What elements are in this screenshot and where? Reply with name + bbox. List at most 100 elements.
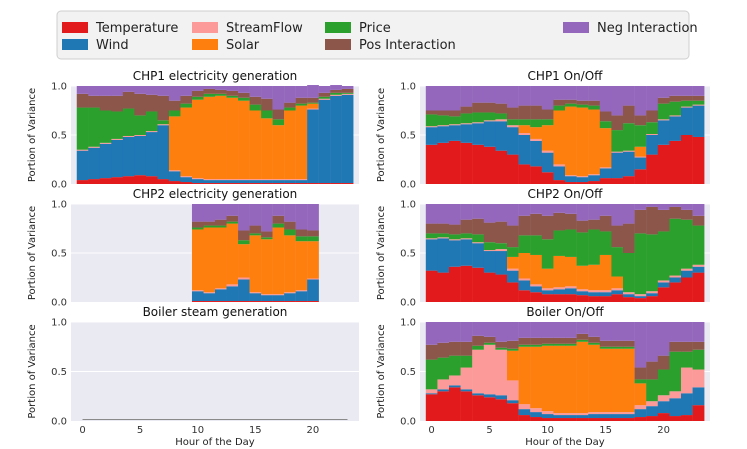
bar-segment-streamflow	[518, 133, 531, 135]
y-axis-label: Portion of Variance	[27, 324, 38, 418]
bar-segment-pos_interaction	[541, 215, 554, 240]
bar-segment-streamflow	[657, 395, 670, 402]
bar-segment-pos_interaction	[611, 340, 624, 347]
bar-segment-pos_interaction	[437, 110, 450, 116]
bar-segment-pos_interaction	[449, 110, 461, 117]
bar-segment-wind	[76, 150, 89, 181]
bar-segment-temperature	[145, 176, 158, 184]
bar-segment-wind	[425, 393, 438, 395]
bar-segment-temperature	[483, 146, 496, 184]
bar-segment-streamflow	[318, 98, 331, 100]
bar-segment-wind	[553, 415, 566, 419]
bar-segment-solar	[203, 96, 216, 180]
bar-segment-streamflow	[449, 239, 461, 241]
bar-segment-temperature	[449, 266, 461, 302]
bar-segment-neg_interaction	[249, 204, 262, 226]
y-tick-label: 0.0	[51, 180, 67, 191]
bar-segment-pos_interaction	[692, 215, 705, 226]
bar-segment-temperature	[565, 418, 577, 421]
bar-segment-wind	[599, 168, 612, 179]
bar-segment-price	[634, 125, 647, 147]
panel-title: CHP1 On/Off	[528, 69, 604, 83]
bar-segment-streamflow	[669, 391, 682, 399]
bar-segment-neg_interaction	[483, 86, 496, 103]
bar-segment-pos_interaction	[599, 215, 612, 232]
panel-5: Boiler steam generation 0.0 0.5 1.0 Portion …	[27, 305, 359, 448]
bar-segment-wind	[307, 279, 319, 302]
bar-segment-streamflow	[437, 125, 450, 127]
bar-segment-wind	[425, 239, 438, 271]
bar-segment-temperature	[284, 301, 296, 302]
bar-segment-solar	[565, 345, 577, 414]
bar-segment-price	[495, 113, 508, 120]
y-tick-label: 0.5	[51, 131, 67, 142]
bar-segment-pos_interaction	[611, 225, 624, 248]
bar-segment-streamflow	[599, 167, 612, 169]
bar-segment-temperature	[541, 294, 554, 302]
bar-segment-pos_interaction	[191, 221, 204, 228]
bar-segment-neg_interaction	[191, 86, 204, 91]
bar-segment-price	[507, 119, 519, 126]
bar-segment-temperature	[295, 301, 308, 302]
bar-segment-temperature	[634, 417, 647, 421]
bar-segment-streamflow	[518, 278, 531, 281]
bar-segment-wind	[307, 109, 319, 184]
bar-segment-streamflow	[330, 94, 342, 96]
bar-segment-wind	[437, 126, 450, 143]
bar-segment-price	[226, 95, 239, 98]
bar-segment-streamflow	[238, 179, 250, 181]
bar-segment-solar	[634, 146, 647, 157]
bar-segment-wind	[318, 99, 331, 184]
bar-segment-solar	[238, 100, 250, 180]
bar-segment-wind	[341, 94, 354, 184]
bar-segment-price	[599, 231, 612, 255]
bar-segment-price	[669, 351, 682, 392]
bar-segment-pos_interaction	[272, 215, 285, 224]
bar-segment-price	[646, 122, 658, 135]
bar-segment-solar	[611, 348, 624, 413]
bar-segment-neg_interaction	[681, 322, 693, 342]
bar-segment-neg_interaction	[681, 204, 693, 210]
bar-segment-streamflow	[553, 287, 566, 290]
bar-segment-wind	[295, 291, 308, 302]
bar-segment-solar	[249, 110, 262, 180]
bar-segment-wind	[657, 401, 670, 414]
x-tick-label: 20	[307, 425, 320, 436]
bar-segment-price	[518, 119, 531, 126]
bar-segment-solar	[553, 255, 566, 288]
bar-segment-price	[553, 230, 566, 256]
bar-segment-wind	[425, 127, 438, 145]
bar-segment-temperature	[530, 166, 542, 184]
bar-segment-neg_interaction	[180, 86, 193, 96]
bar-segment-streamflow	[518, 404, 531, 410]
panel-title: CHP2 electricity generation	[133, 187, 298, 201]
bar-segment-wind	[681, 107, 693, 135]
bar-segment-temperature	[472, 144, 484, 184]
bar-segment-temperature	[576, 295, 589, 302]
x-tick-label: 5	[486, 425, 492, 436]
bar-segment-streamflow	[599, 290, 612, 293]
bar-segment-streamflow	[634, 156, 647, 158]
bar-segment-streamflow	[76, 149, 89, 151]
bar-segment-temperature	[599, 418, 612, 421]
bar-segment-price	[238, 97, 250, 101]
bar-segment-price	[261, 237, 273, 240]
bar-segment-temperature	[449, 387, 461, 421]
bar-segment-temperature	[553, 180, 566, 184]
bar-segment-price	[238, 240, 250, 245]
bar-segment-pos_interaction	[495, 341, 508, 348]
bar-stack-group	[76, 85, 354, 184]
bar-segment-pos_interaction	[541, 109, 554, 120]
legend-label-solar: Solar	[226, 38, 260, 53]
legend-item-neg_interaction: Neg Interaction	[563, 21, 698, 36]
y-tick-label: 1.0	[400, 82, 416, 93]
bar-segment-wind	[460, 124, 473, 143]
bar-segment-temperature	[565, 294, 577, 302]
bar-segment-pos_interaction	[180, 95, 193, 104]
bar-segment-price	[623, 346, 635, 349]
bar-segment-price	[168, 110, 181, 117]
bar-segment-wind	[472, 393, 484, 396]
bar-segment-price	[599, 346, 612, 349]
bar-segment-wind	[472, 243, 484, 268]
bar-segment-pos_interaction	[226, 215, 239, 222]
